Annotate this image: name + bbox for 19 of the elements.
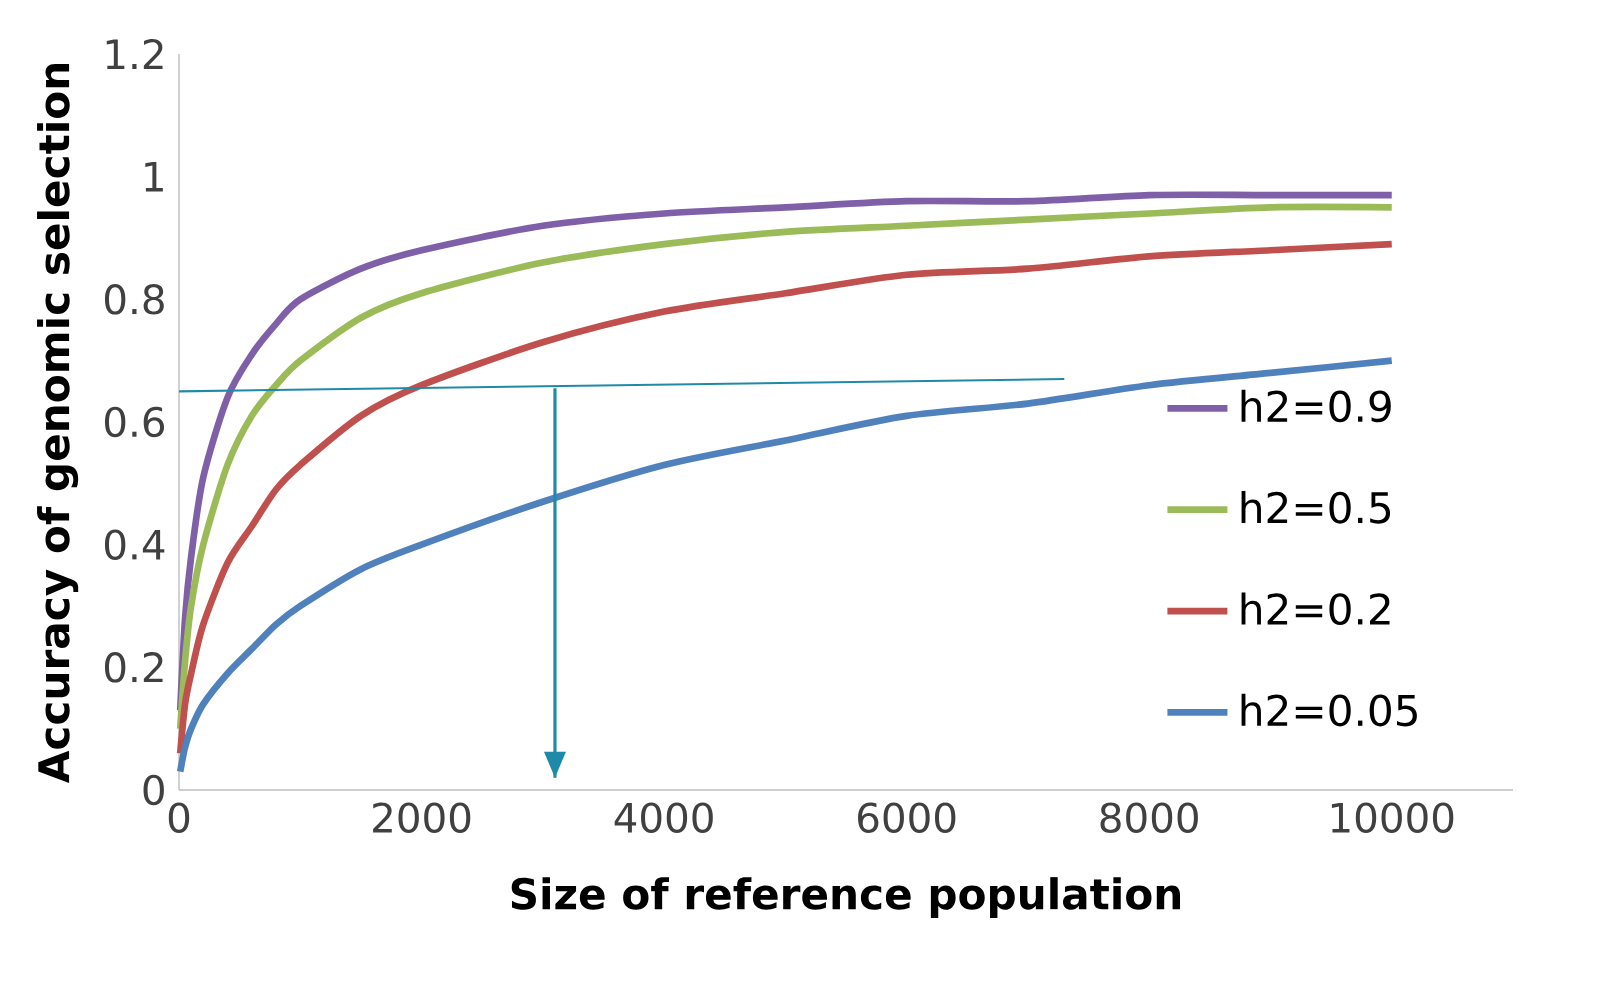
y-tick-label: 0.8 xyxy=(104,284,164,315)
y-tick-label: 0.6 xyxy=(104,406,165,438)
y-tick-label: 1.2 xyxy=(106,39,163,69)
x-tick-label: 4000 xyxy=(614,802,713,833)
legend-label: h2=0.2 xyxy=(1241,592,1390,626)
legend-label: h2=0.05 xyxy=(1241,693,1417,727)
x-tick-label: 6000 xyxy=(858,802,956,833)
y-tick-label: 0.2 xyxy=(104,652,163,683)
x-tick-label: 8000 xyxy=(1100,802,1198,833)
y-tick-label: 0 xyxy=(143,774,164,806)
legend-label: h2=0.9 xyxy=(1241,389,1391,423)
x-tick-label: 10000 xyxy=(1331,802,1454,833)
x-tick-label: 0 xyxy=(168,802,190,833)
y-tick-label: 0.4 xyxy=(104,529,165,560)
x-tick-label: 2000 xyxy=(373,802,471,833)
y-tick-label: 1 xyxy=(145,161,163,192)
legend-label: h2=0.5 xyxy=(1241,491,1391,524)
x-axis-title: Size of reference population xyxy=(511,877,1181,918)
y-axis-title: Accuracy of genomic selection xyxy=(37,64,79,783)
